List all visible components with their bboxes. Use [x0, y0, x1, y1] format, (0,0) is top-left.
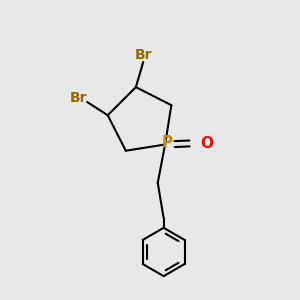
Text: Br: Br	[70, 92, 88, 106]
Text: Br: Br	[135, 48, 153, 62]
Text: O: O	[201, 136, 214, 151]
Text: P: P	[162, 135, 173, 150]
